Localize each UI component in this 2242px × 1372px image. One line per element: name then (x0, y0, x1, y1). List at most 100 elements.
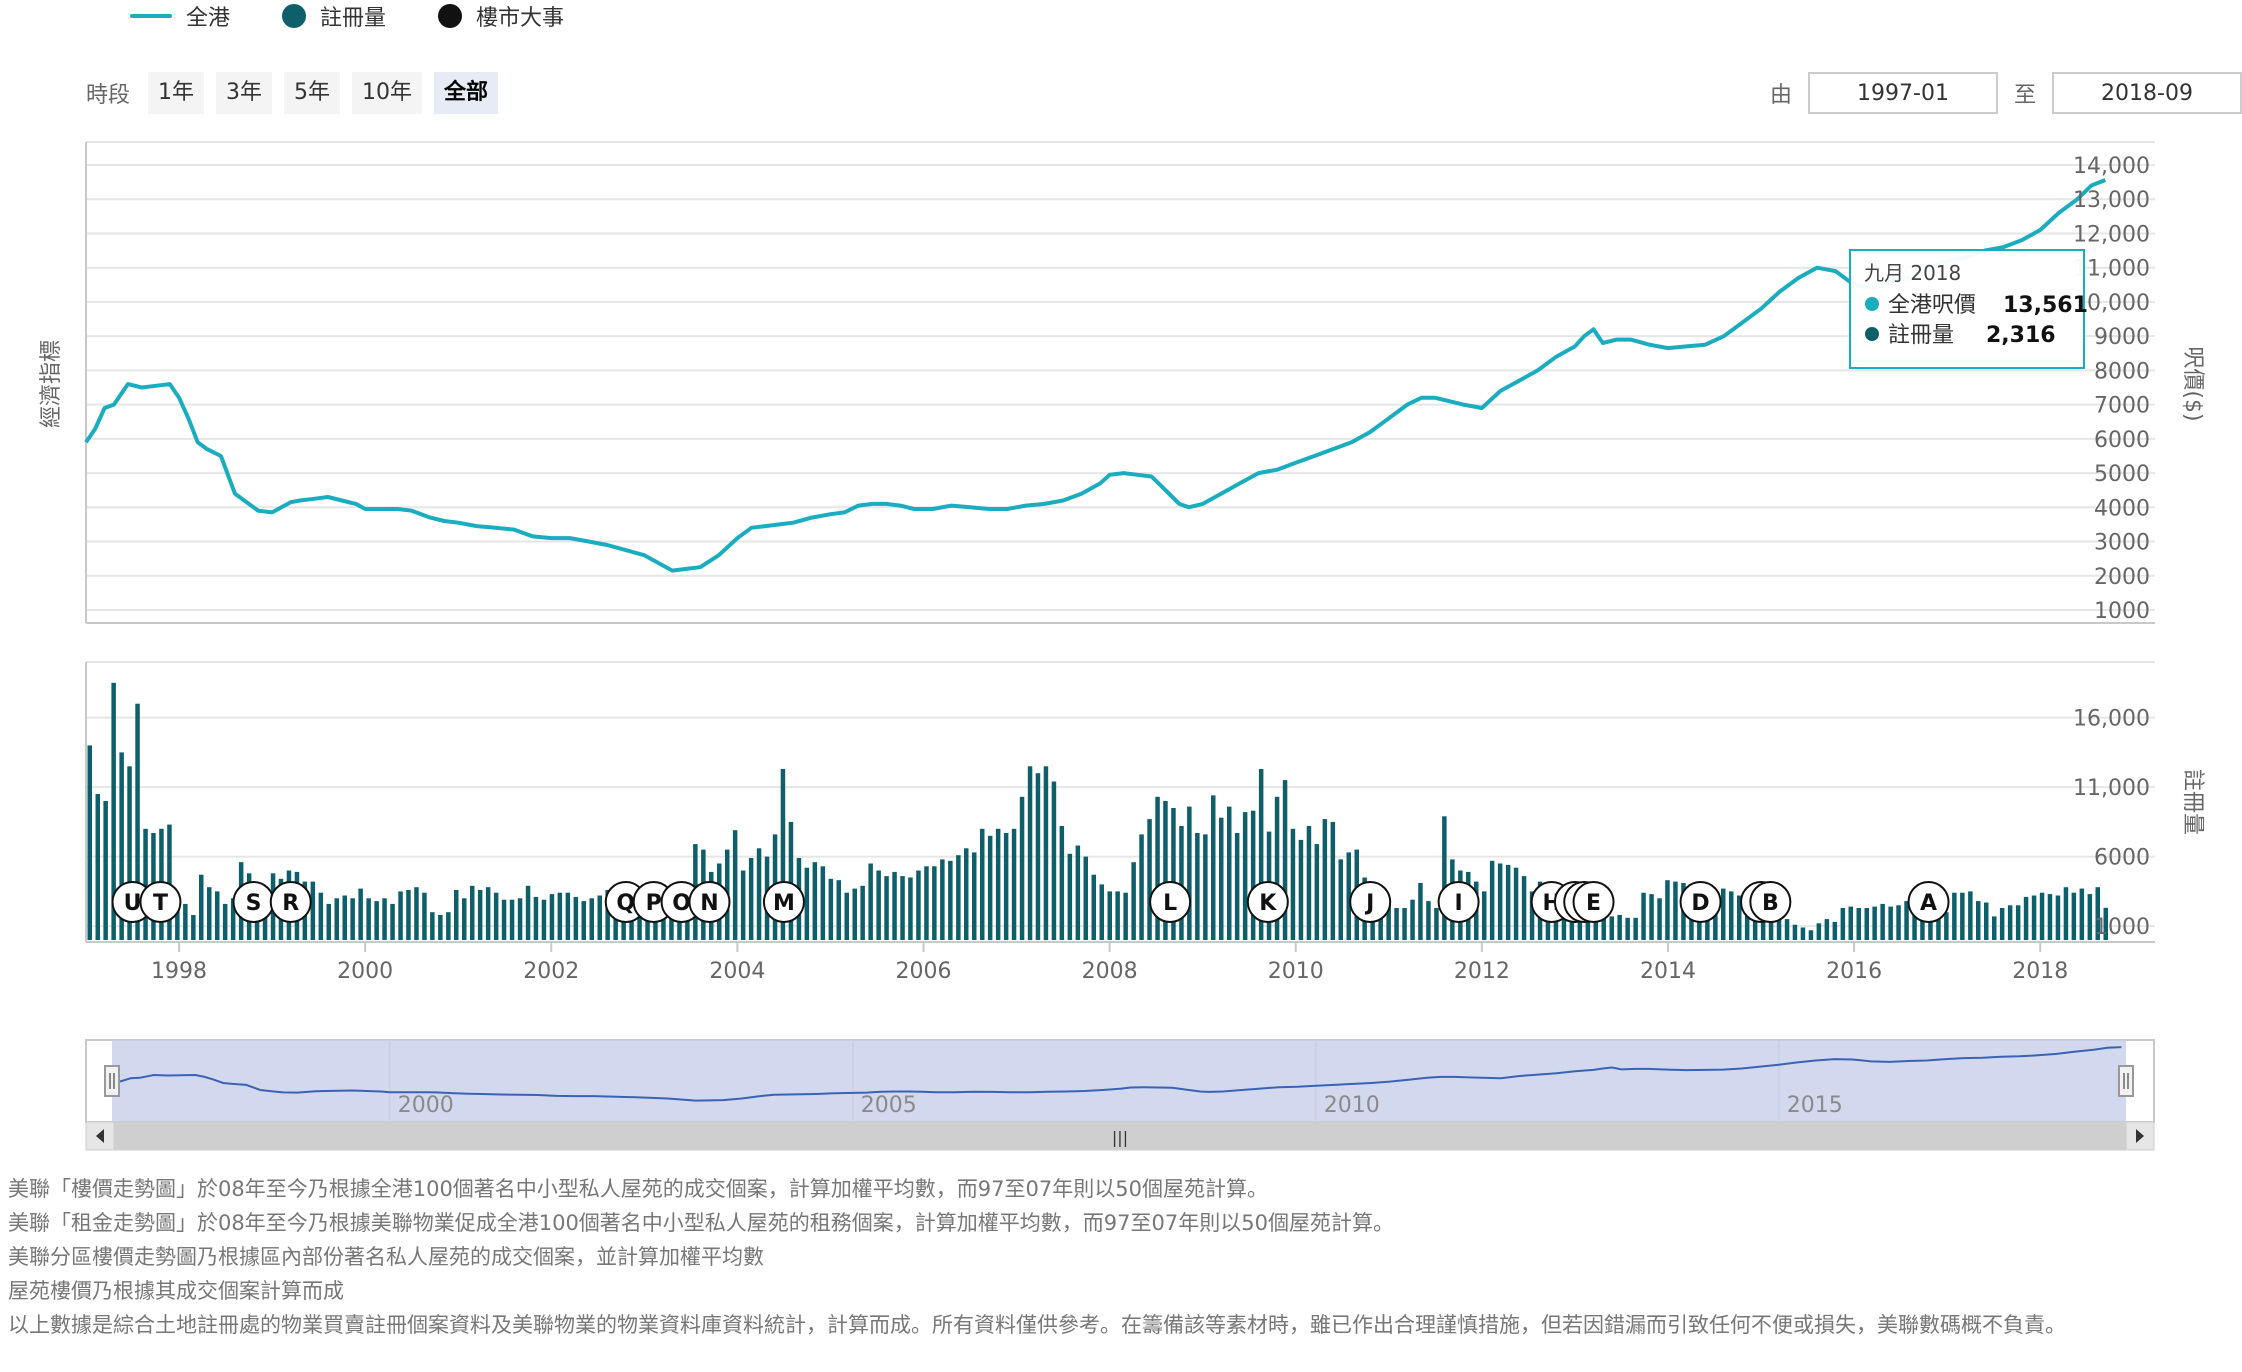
market-event-marker[interactable]: S (232, 881, 275, 923)
navigator-year-label: 2000 (398, 1093, 454, 1118)
registration-bar (828, 878, 834, 940)
registration-bar (1003, 833, 1009, 940)
registration-bar (661, 903, 666, 940)
tooltip-dot-icon (1865, 327, 1879, 341)
range-navigator[interactable]: 2000 2005 2010 2015 (85, 1039, 2155, 1123)
legend-item-overall[interactable]: 全港 (130, 0, 230, 32)
registration-bar (1816, 923, 1822, 940)
volume-tick-label: 1000 (2094, 915, 2150, 940)
market-event-marker[interactable]: D (1679, 881, 1722, 923)
period-button-5y[interactable]: 5年 (284, 72, 341, 114)
registration-bar (1203, 834, 1208, 940)
registration-bar (2007, 905, 2013, 941)
market-event-marker[interactable]: N (688, 881, 731, 923)
registration-bar (95, 794, 100, 940)
year-tick-label: 2010 (1268, 959, 1324, 984)
registration-bar (964, 848, 969, 940)
market-event-marker[interactable]: J (1349, 881, 1392, 923)
registration-bar (844, 892, 849, 940)
registration-bar (1992, 916, 1997, 940)
event-circle (269, 881, 312, 923)
to-label: 至 (2013, 83, 2036, 108)
period-button-1y[interactable]: 1年 (148, 72, 205, 114)
registration-bar (1824, 919, 1830, 940)
registration-bar (374, 901, 379, 940)
registration-bar (1832, 921, 1838, 940)
scrollbar-thumb[interactable] (114, 1122, 2126, 1150)
registration-bar (1513, 867, 1519, 940)
arrow-left-icon (96, 1129, 104, 1143)
registration-bar (1505, 864, 1511, 940)
price-tick-label: 10,000 (2073, 291, 2150, 316)
navigator-selection[interactable] (112, 1040, 2126, 1122)
registration-bar (509, 899, 515, 940)
registration-bar (573, 896, 579, 940)
market-event-marker[interactable]: B (1749, 881, 1792, 923)
registration-bar (2031, 895, 2037, 940)
registration-bar (2095, 887, 2100, 940)
registration-bar (1944, 912, 1949, 940)
volume-axis-ticks: 1000 6000 11,000 16,000 (2073, 707, 2150, 941)
event-label: P (646, 891, 662, 916)
event-circle (1907, 881, 1950, 923)
period-button-10y[interactable]: 10年 (352, 72, 423, 114)
to-date-input[interactable] (2052, 72, 2242, 114)
period-button-all[interactable]: 全部 (434, 72, 499, 114)
navigator-year-label: 2010 (1324, 1093, 1380, 1118)
registration-bar (1067, 853, 1073, 940)
event-circle (1246, 881, 1289, 923)
registration-bar (1737, 895, 1742, 940)
market-event-marker[interactable]: K (1246, 881, 1289, 923)
event-label: B (1762, 891, 1779, 916)
registration-bar (366, 898, 371, 940)
registration-bar (1011, 828, 1017, 940)
legend-item-registrations[interactable]: 註冊量 (282, 0, 386, 32)
navigator-left-handle[interactable] (104, 1065, 120, 1097)
chart-legend: 全港 註冊量 樓市大事 (130, 0, 564, 32)
market-event-marker[interactable]: T (139, 881, 182, 923)
registration-bar (1968, 891, 1973, 940)
market-event-marker[interactable]: M (762, 881, 805, 923)
registration-bar (422, 892, 427, 940)
registration-bar (908, 877, 913, 940)
registration-bar (398, 891, 403, 940)
navigator-right-handle[interactable] (2118, 1065, 2134, 1097)
registration-bar (1322, 819, 1328, 940)
market-event-marker[interactable]: L (1149, 881, 1192, 923)
year-tick-label: 2016 (1826, 959, 1882, 984)
market-event-marker[interactable]: R (269, 881, 312, 923)
registration-bar (1402, 908, 1407, 940)
volume-tick-label: 6000 (2094, 846, 2150, 871)
note-line: 美聯「樓價走勢圖」於08年至今乃根據全港100個著名中小型私人屋苑的成交個案，計… (8, 1177, 1268, 1201)
registration-bar (884, 876, 889, 940)
registration-bar (2023, 896, 2029, 940)
registration-bar (1999, 908, 2005, 940)
year-axis-ticks: 1998 2000 2002 2004 2006 2008 2010 2012 2014 2016… (151, 942, 2068, 984)
registration-bar (820, 866, 826, 940)
registration-bar (2079, 888, 2085, 940)
registration-bar (1848, 906, 1853, 940)
registration-bar (1274, 796, 1280, 940)
registration-bar (1426, 901, 1431, 940)
tooltip-title: 九月 2018 (1864, 261, 1961, 285)
registration-bar (1984, 902, 1989, 940)
period-button-3y[interactable]: 3年 (216, 72, 273, 114)
year-tick-label: 2014 (1640, 959, 1696, 984)
registration-bar (980, 828, 985, 940)
registration-bar (1784, 919, 1790, 940)
registration-bar (1147, 819, 1152, 940)
market-event-marker[interactable]: A (1907, 881, 1950, 923)
from-date-input[interactable] (1807, 72, 1998, 114)
registration-bar (1657, 898, 1662, 940)
market-event-marker[interactable]: E (1572, 881, 1615, 923)
registration-bar (446, 912, 451, 940)
legend-label: 樓市大事 (476, 6, 565, 31)
registration-bar (1497, 863, 1503, 940)
legend-item-market-events[interactable]: 樓市大事 (438, 0, 564, 32)
price-tick-label: 8000 (2094, 359, 2150, 384)
tooltip-label: 註冊量 (1888, 323, 1954, 348)
market-event-marker[interactable]: I (1437, 881, 1480, 923)
navigator-scrollbar[interactable]: ||| (85, 1121, 2155, 1151)
navigator-labels: 2000 2005 2010 2015 (398, 1093, 1843, 1118)
registration-bar (1729, 891, 1734, 940)
